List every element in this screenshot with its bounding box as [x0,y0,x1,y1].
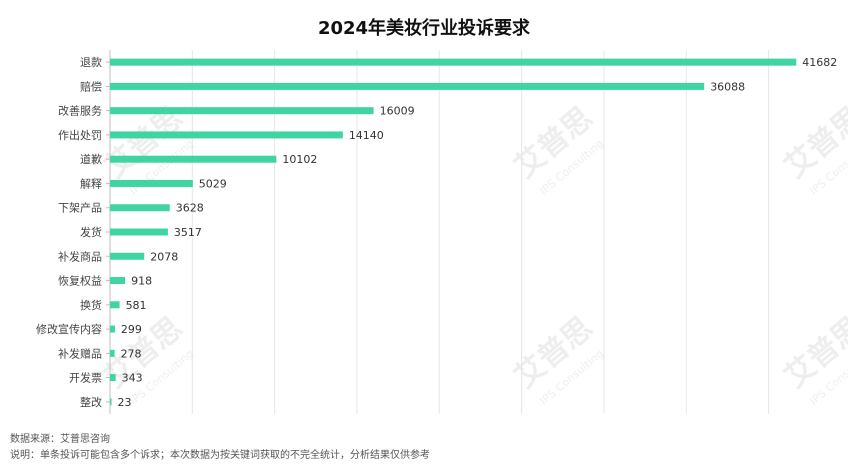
category-label: 换货 [80,298,102,312]
category-label: 赔偿 [80,79,102,93]
data-label: 918 [131,275,152,288]
category-label: 整改 [80,395,102,409]
category-label: 发货 [80,225,102,239]
source-note: 数据来源：艾普思咨询 [10,434,110,445]
data-label: 23 [118,396,132,409]
data-label: 3517 [174,226,202,239]
bar [110,107,374,115]
chart-title: 2024年美妆行业投诉要求 [317,18,531,39]
bar [110,58,797,66]
category-label: 下架产品 [58,201,102,215]
bar [110,277,126,285]
data-label: 299 [121,323,142,336]
data-label: 41682 [802,56,837,69]
category-label: 修改宣传内容 [36,322,102,336]
category-label: 改善服务 [58,104,102,118]
bar [110,179,193,187]
bar [110,131,343,139]
data-label: 5029 [199,177,227,190]
data-label: 278 [121,347,142,360]
data-label: 10102 [282,153,317,166]
category-label: 补发商品 [58,249,102,263]
bar [110,204,170,212]
data-label: 3628 [176,202,204,215]
disclaimer-note: 说明：单条投诉可能包含多个诉求；本次数据为按关键词获取的不完全统计，分析结果仅供… [10,450,430,461]
category-label: 作出处罚 [58,128,102,142]
bar [110,252,145,260]
category-label: 补发赠品 [58,346,102,360]
category-label: 开发票 [69,371,102,385]
category-label: 道歉 [80,152,102,166]
data-label: 36088 [710,80,745,93]
data-label: 343 [122,372,143,385]
bar [110,228,168,236]
bar [110,325,115,333]
category-label: 解释 [80,176,102,190]
gridlines [191,50,770,414]
bar [110,301,120,309]
bar [110,349,115,357]
data-label: 16009 [380,105,415,118]
bar [110,82,705,90]
category-label: 退款 [80,55,102,69]
bar [110,374,116,382]
data-label: 2078 [150,250,178,263]
data-label: 14140 [349,129,384,142]
bar [110,398,112,406]
data-label: 581 [126,299,147,312]
footnotes: 数据来源：艾普思咨询 说明：单条投诉可能包含多个诉求；本次数据为按关键词获取的不… [10,432,430,464]
bar [110,155,277,163]
category-label: 恢复权益 [58,274,102,288]
